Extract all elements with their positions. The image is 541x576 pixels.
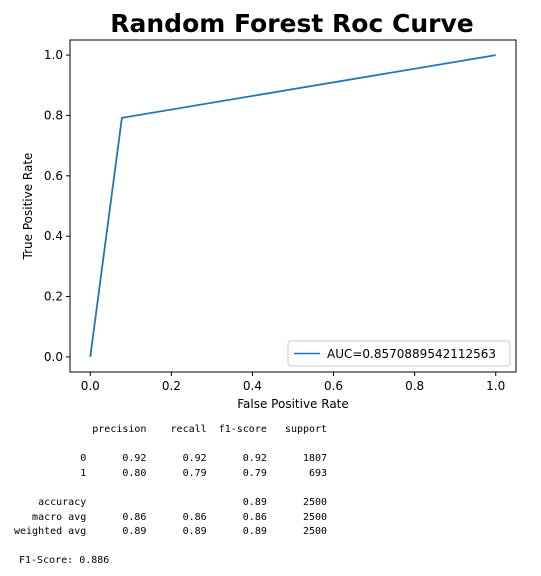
x-tick-label: 0.4 xyxy=(243,379,262,393)
legend-label: AUC=0.8570889542112563 xyxy=(327,347,496,361)
x-tick-label: 0.2 xyxy=(162,379,181,393)
y-tick-label: 0.8 xyxy=(44,108,63,122)
y-tick-label: 0.0 xyxy=(44,350,63,364)
legend: AUC=0.8570889542112563 xyxy=(288,341,510,366)
report-row: 1 0.80 0.79 0.79 693 xyxy=(14,467,327,482)
y-tick-label: 0.2 xyxy=(44,290,63,304)
report-row: 0 0.92 0.92 0.92 1807 xyxy=(14,452,327,467)
y-tick-label: 1.0 xyxy=(44,48,63,62)
x-axis-ticks: 0.0 0.2 0.4 0.6 0.8 1.0 xyxy=(81,372,506,393)
report-row: macro avg 0.86 0.86 0.86 2500 xyxy=(14,511,327,526)
series-layer xyxy=(90,55,495,357)
y-tick-label: 0.4 xyxy=(44,229,63,243)
x-axis-label: False Positive Rate xyxy=(237,397,349,411)
roc-curve-line xyxy=(90,55,495,357)
report-row xyxy=(14,481,327,496)
chart-title: Random Forest Roc Curve xyxy=(110,9,473,38)
x-tick-label: 0.0 xyxy=(81,379,100,393)
x-tick-label: 1.0 xyxy=(486,379,505,393)
report-header: precision recall f1-score support xyxy=(14,423,327,438)
report-row: weighted avg 0.89 0.89 0.89 2500 xyxy=(14,525,327,540)
y-axis-ticks: 0.0 0.2 0.4 0.6 0.8 1.0 xyxy=(44,48,70,364)
report-spacer xyxy=(14,438,327,453)
f1-score-text: F1-Score: 0.886 xyxy=(19,555,109,566)
y-tick-label: 0.6 xyxy=(44,169,63,183)
y-axis-label: True Positive Rate xyxy=(21,153,35,261)
x-tick-label: 0.8 xyxy=(405,379,424,393)
classification-report: precision recall f1-score support 0 0.92… xyxy=(14,423,327,540)
x-tick-label: 0.6 xyxy=(324,379,343,393)
report-row: accuracy 0.89 2500 xyxy=(14,496,327,511)
roc-chart: Random Forest Roc Curve 0.0 0.2 0.4 0.6 0.8 1… xyxy=(0,0,541,420)
